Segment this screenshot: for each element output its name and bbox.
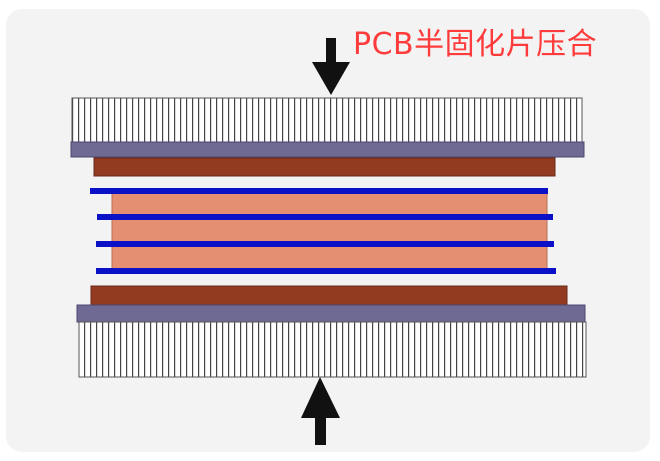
arrow-up-icon <box>301 377 340 445</box>
prepreg-sheet-2 <box>97 214 553 220</box>
prepreg-sheet-4 <box>96 268 556 274</box>
arrow-down-icon <box>312 38 350 95</box>
bottom-copper-foil <box>91 286 567 305</box>
inner-core-stack <box>112 190 547 272</box>
top-base-plate <box>71 142 584 157</box>
bottom-press-plate <box>79 322 586 377</box>
prepreg-sheet-1 <box>90 188 548 194</box>
bottom-base-plate <box>77 305 585 322</box>
prepreg-sheet-3 <box>96 241 554 247</box>
top-press-plate <box>72 98 582 143</box>
top-copper-foil <box>94 158 555 176</box>
diagram-title: PCB半固化片压合 <box>353 28 597 62</box>
